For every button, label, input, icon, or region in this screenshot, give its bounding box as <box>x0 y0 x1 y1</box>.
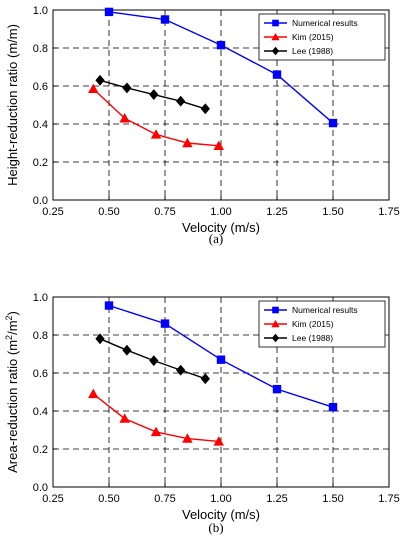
data-point <box>88 83 99 94</box>
y-tick-label: 1.0 <box>33 5 48 17</box>
y-tick-label: 0.6 <box>33 81 48 93</box>
x-tick-label: 1.25 <box>266 493 287 505</box>
legend: Numerical results Kim (2015) Lee (1988) <box>258 300 386 348</box>
data-point <box>122 344 132 356</box>
legend-label: Numerical results <box>292 18 358 28</box>
legend-label: Numerical results <box>292 305 358 315</box>
data-point <box>149 89 159 101</box>
data-point <box>272 70 282 79</box>
x-tick-label: 0.50 <box>98 493 119 505</box>
data-point <box>160 319 170 328</box>
y-axis-label-text: ) <box>5 311 20 315</box>
legend-label: Lee (1988) <box>292 46 333 56</box>
y-axis-label: Area-reduction ratio (m2/m2) <box>4 311 20 473</box>
data-point <box>95 333 105 345</box>
panel-caption: (a) <box>209 231 223 246</box>
legend-label: Lee (1988) <box>292 333 333 343</box>
legend-marker <box>271 333 280 343</box>
x-tick-label: 0.25 <box>42 493 63 505</box>
y-tick-label: 0.0 <box>33 195 48 207</box>
x-tick-label: 1.25 <box>266 206 287 218</box>
y-tick-label: 0.4 <box>33 119 48 131</box>
y-tick-label: 1.0 <box>33 292 48 304</box>
x-tick-label: 1.75 <box>378 206 399 218</box>
data-point <box>216 40 226 50</box>
data-point <box>182 137 193 148</box>
chart-panel-b: 0.25 0.50 0.75 1.00 1.25 1.50 1.75 0.0 0.2 0.4 0.6… <box>4 292 400 535</box>
legend-marker <box>271 32 280 41</box>
y-tick-label: 0.2 <box>33 444 48 456</box>
panel-caption: (b) <box>208 520 223 535</box>
data-point <box>213 436 225 446</box>
data-point <box>328 403 338 412</box>
chart-panel-a: 0.25 0.50 0.75 1.00 1.25 1.50 1.75 0.0 0.2 0.4 0.6… <box>5 5 400 246</box>
legend: Numerical results Kim (2015) Lee (1988) <box>258 13 386 61</box>
data-point <box>150 426 162 437</box>
x-tick-label: 1.00 <box>210 493 231 505</box>
data-point <box>176 95 186 107</box>
y-tick-label: 0.4 <box>33 406 48 418</box>
y-tick-label: 0.6 <box>33 368 48 380</box>
series-triangle <box>88 388 225 446</box>
series-triangle <box>88 83 225 151</box>
data-point <box>176 364 186 376</box>
data-point <box>200 373 210 385</box>
x-axis-label: Velocity (m/s) <box>182 220 260 235</box>
data-point <box>213 140 225 151</box>
data-point <box>95 74 105 86</box>
y-axis-label: Height-reduction ratio (m/m) <box>5 24 20 186</box>
y-tick-label: 0.0 <box>33 482 48 494</box>
data-point <box>122 82 132 94</box>
series-diamond <box>95 74 210 115</box>
x-axis-label: Velocity (m/s) <box>182 507 260 522</box>
data-point <box>200 103 210 115</box>
y-tick-label: 0.8 <box>33 43 48 55</box>
legend-marker <box>271 46 280 56</box>
y-axis-label-text: /m <box>5 320 20 334</box>
data-point <box>119 113 130 123</box>
x-tick-label: 0.75 <box>154 493 175 505</box>
y-axis-label-text: Area-reduction ratio (m <box>5 340 20 473</box>
x-tick-label: 0.75 <box>154 206 175 218</box>
legend-marker <box>271 319 280 328</box>
data-point <box>88 388 99 399</box>
y-axis-label-text: Height-reduction ratio (m/m) <box>5 24 20 186</box>
data-point <box>272 384 282 394</box>
legend-label: Kim (2015) <box>292 32 334 42</box>
data-point <box>216 355 226 364</box>
data-point <box>149 355 159 367</box>
y-axis-label-superscript: 2 <box>4 335 14 340</box>
x-tick-label: 0.50 <box>98 206 119 218</box>
x-tick-label: 0.25 <box>42 206 63 218</box>
x-tick-label: 1.50 <box>322 206 343 218</box>
series-diamond <box>95 333 210 385</box>
data-point <box>160 15 170 24</box>
legend-marker <box>272 19 279 27</box>
data-point <box>182 433 193 443</box>
y-tick-label: 0.2 <box>33 157 48 169</box>
data-point <box>328 118 338 128</box>
data-point <box>150 129 162 139</box>
series-square <box>104 301 338 412</box>
y-axis-label-superscript: 2 <box>4 315 14 320</box>
y-tick-label: 0.8 <box>33 330 48 342</box>
series-square <box>104 7 338 128</box>
legend-label: Kim (2015) <box>292 319 334 329</box>
data-point <box>104 7 114 17</box>
x-tick-label: 1.50 <box>322 493 343 505</box>
data-point <box>119 413 130 423</box>
data-point <box>104 301 114 310</box>
x-tick-label: 1.75 <box>378 493 399 505</box>
legend-marker <box>272 306 279 314</box>
x-tick-label: 1.00 <box>210 206 231 218</box>
